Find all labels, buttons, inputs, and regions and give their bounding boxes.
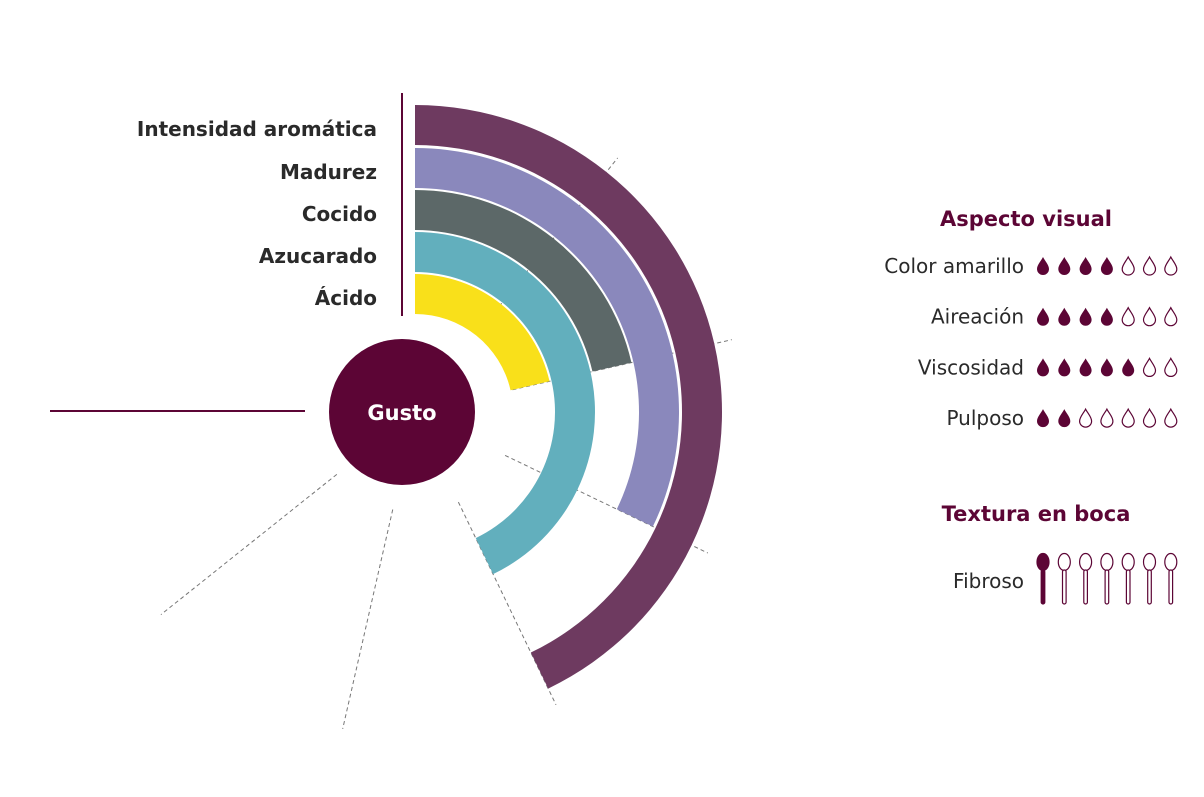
drop-icon	[1037, 409, 1049, 428]
texture-label: Fibroso	[953, 569, 1024, 593]
center-label: Gusto	[367, 401, 436, 425]
drop-icon	[1037, 307, 1049, 326]
spoon-icon	[1078, 552, 1093, 605]
spoon-icon	[1036, 552, 1050, 605]
category-label: Cocido	[302, 202, 377, 226]
drop-icon	[1058, 358, 1071, 377]
scale-gridline	[457, 501, 557, 706]
scale-gridline	[504, 454, 709, 554]
scale-gridline	[160, 473, 338, 616]
spoon-icon	[1057, 552, 1071, 605]
arc-bar	[415, 232, 595, 575]
drop-icon	[1079, 358, 1092, 377]
category-label: Intensidad aromática	[137, 117, 377, 141]
drop-icon	[1058, 307, 1071, 326]
arc-bar	[415, 190, 632, 372]
drop-icon	[1164, 407, 1178, 428]
arc-bar	[415, 105, 722, 689]
category-label: Ácido	[315, 286, 377, 310]
textura-title: Textura en boca	[942, 502, 1131, 526]
drop-icon	[1164, 255, 1178, 276]
arc-bar	[415, 148, 679, 527]
rating-label: Aireación	[931, 305, 1024, 329]
drop-icon	[1100, 358, 1113, 377]
rating-label: Viscosidad	[918, 355, 1024, 379]
category-label: Azucarado	[259, 244, 377, 268]
drop-icon	[1078, 407, 1093, 428]
spoon-icon	[1164, 552, 1178, 605]
center-circle	[329, 339, 475, 485]
category-label: Madurez	[280, 160, 377, 184]
rating-label: Pulposo	[946, 406, 1024, 430]
drop-icon	[1037, 257, 1049, 275]
drop-icon	[1100, 407, 1114, 428]
drop-icon	[1058, 257, 1071, 275]
drop-icon	[1164, 357, 1178, 377]
spoon-icon	[1142, 552, 1157, 605]
drop-icon	[1142, 255, 1157, 276]
drop-icon	[1121, 306, 1135, 327]
drop-icon	[1100, 307, 1113, 326]
spoon-icon	[1121, 552, 1135, 605]
drop-icon	[1037, 358, 1049, 377]
drop-icon	[1058, 409, 1071, 428]
drop-icon	[1142, 306, 1157, 327]
drop-icon	[1164, 306, 1178, 327]
spoon-icon	[1100, 552, 1114, 605]
scale-gridline	[342, 509, 394, 729]
drop-icon	[1079, 307, 1092, 326]
drop-icon	[1142, 407, 1157, 428]
drop-icon	[1121, 255, 1135, 276]
drop-icon	[1079, 257, 1092, 275]
rating-label: Color amarillo	[884, 254, 1024, 278]
aspecto-visual-title: Aspecto visual	[940, 207, 1112, 231]
drop-icon	[1121, 407, 1135, 428]
drop-icon	[1122, 358, 1135, 377]
drop-icon	[1100, 257, 1113, 275]
drop-icon	[1142, 357, 1157, 377]
arc-bar	[415, 274, 550, 391]
